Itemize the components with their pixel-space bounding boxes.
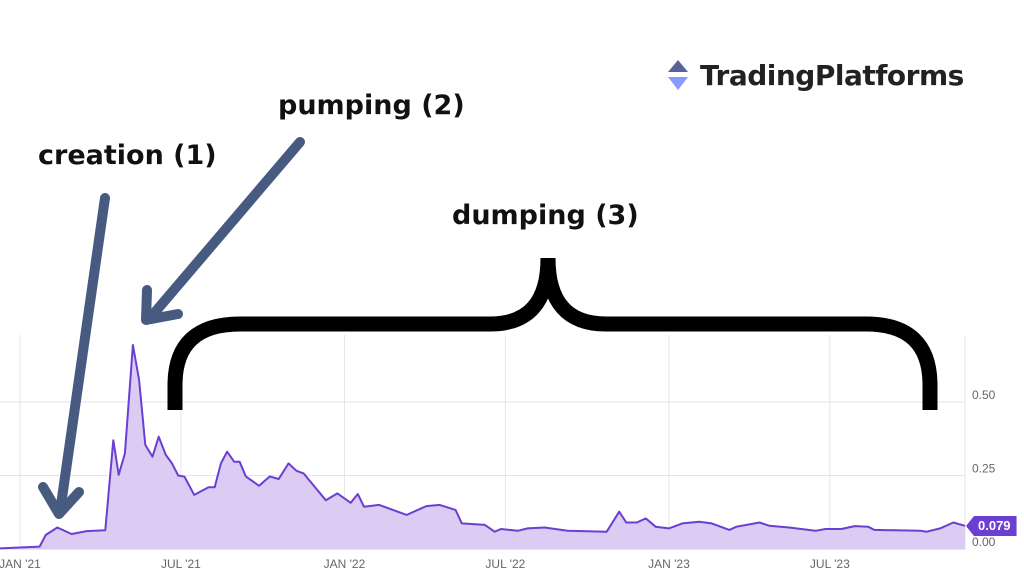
x-axis: JAN '21 JUL '21 JAN '22 JUL '22 JAN '23 JUL '… [0, 557, 850, 571]
y-tick-label: 0.00 [972, 535, 996, 549]
dumping-brace [167, 257, 938, 410]
x-tick-label: JAN '21 [0, 557, 41, 571]
last-value-label: 0.079 [966, 516, 1017, 536]
price-line [0, 344, 966, 550]
creation-arrow [38, 193, 110, 519]
annotation-dumping: dumping (3) [452, 200, 639, 231]
pumping-arrow [141, 137, 305, 325]
x-tick-label: JAN '23 [648, 557, 690, 571]
price-area [0, 345, 965, 549]
x-tick-label: JAN '22 [324, 557, 366, 571]
logo: TradingPlatforms [666, 58, 964, 92]
annotation-creation: creation (1) [38, 140, 217, 171]
y-tick-label: 0.50 [972, 388, 996, 402]
y-tick-label: 0.25 [972, 462, 996, 476]
logo-text: TradingPlatforms [700, 58, 964, 92]
x-tick-label: JUL '22 [485, 557, 525, 571]
annotation-pumping: pumping (2) [278, 90, 465, 121]
x-tick-label: JUL '23 [810, 557, 850, 571]
x-tick-label: JUL '21 [161, 557, 201, 571]
up-down-triangles-icon [668, 60, 688, 90]
y-axis: 0.00 0.25 0.50 [972, 388, 996, 549]
